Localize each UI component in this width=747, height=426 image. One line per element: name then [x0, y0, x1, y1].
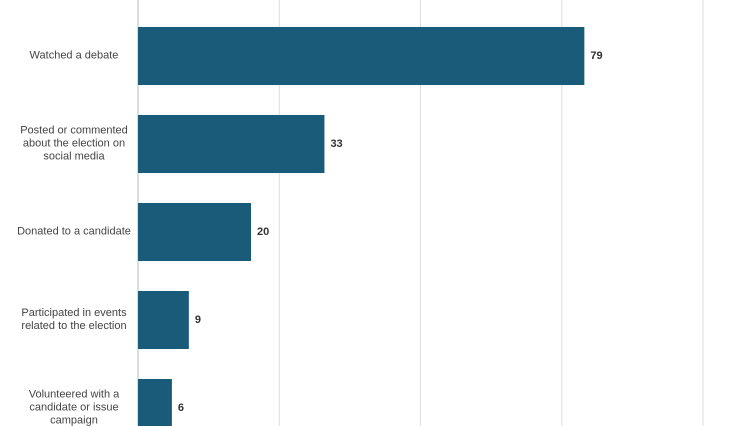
bar [138, 291, 189, 349]
category-label: Posted or commented about the election o… [20, 124, 128, 163]
category-label: Volunteered with a candidate or issue ca… [28, 388, 120, 426]
value-label: 79 [590, 50, 603, 62]
value-label: 9 [194, 314, 201, 326]
value-label: 6 [177, 402, 185, 414]
bar [138, 115, 325, 173]
category-label: Watched a debate [29, 49, 119, 62]
value-label: 33 [330, 138, 343, 150]
category-label: Participated in events related to the el… [21, 307, 127, 332]
bar [138, 379, 172, 426]
value-label: 20 [257, 226, 270, 238]
bar [138, 203, 251, 261]
bar [138, 27, 585, 85]
category-label: Donated to a candidate [17, 225, 131, 238]
